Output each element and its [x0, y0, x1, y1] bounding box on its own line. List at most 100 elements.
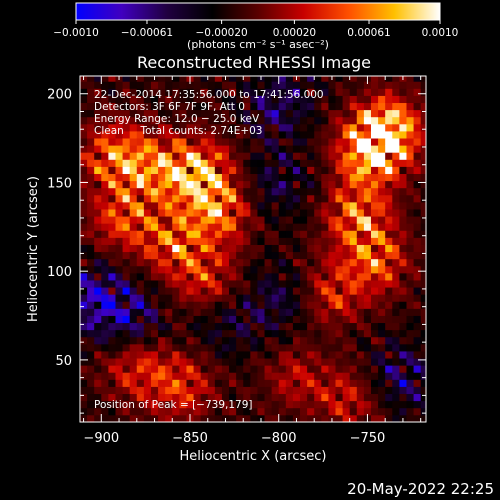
image-pixel: [363, 187, 372, 196]
image-pixel: [243, 187, 251, 196]
image-pixel: [172, 386, 180, 395]
image-pixel: [363, 336, 372, 345]
image-pixel: [165, 194, 173, 203]
image-pixel: [335, 109, 344, 118]
image-pixel: [150, 180, 159, 189]
image-pixel: [229, 400, 237, 409]
image-pixel: [80, 201, 88, 210]
image-pixel: [321, 237, 329, 245]
image-pixel: [172, 251, 180, 260]
image-pixel: [87, 131, 95, 139]
image-pixel: [200, 351, 209, 359]
image-pixel: [122, 244, 131, 253]
image-pixel: [214, 365, 223, 373]
image-pixel: [378, 386, 386, 395]
image-pixel: [278, 251, 287, 260]
image-pixel: [278, 209, 287, 217]
image-pixel: [292, 173, 301, 182]
image-pixel: [221, 145, 230, 153]
image-pixel: [94, 258, 102, 267]
image-pixel: [370, 358, 379, 366]
image-pixel: [370, 386, 379, 395]
image-pixel: [285, 187, 294, 196]
image-pixel: [129, 400, 138, 409]
image-pixel: [115, 102, 123, 111]
image-pixel: [115, 123, 123, 132]
image-pixel: [193, 102, 202, 111]
image-pixel: [108, 393, 116, 402]
image-pixel: [101, 123, 109, 132]
image-pixel: [179, 407, 187, 416]
image-pixel: [115, 265, 123, 274]
image-pixel: [200, 187, 209, 196]
image-pixel: [129, 102, 138, 111]
image-pixel: [186, 329, 194, 338]
image-pixel: [87, 152, 95, 160]
image-pixel: [392, 379, 400, 387]
image-pixel: [250, 187, 258, 196]
image-pixel: [300, 301, 308, 309]
image-pixel: [363, 351, 372, 359]
image-pixel: [271, 336, 280, 345]
image-pixel: [314, 301, 322, 309]
image-pixel: [271, 109, 280, 118]
image-pixel: [243, 407, 251, 416]
image-pixel: [108, 365, 116, 373]
image-pixel: [370, 131, 379, 139]
image-pixel: [143, 258, 152, 267]
image-pixel: [87, 294, 95, 302]
image-pixel: [229, 244, 237, 253]
image-pixel: [257, 329, 265, 338]
image-pixel: [413, 138, 422, 146]
image-pixel: [363, 88, 372, 96]
image-pixel: [221, 230, 230, 238]
image-pixel: [413, 95, 422, 104]
image-pixel: [122, 258, 131, 267]
image-pixel: [406, 180, 414, 189]
image-pixel: [300, 180, 308, 189]
image-pixel: [356, 287, 365, 295]
image-pixel: [193, 329, 202, 338]
image-pixel: [165, 116, 173, 125]
image-pixel: [307, 393, 315, 402]
image-pixel: [307, 209, 315, 217]
image-pixel: [158, 308, 166, 316]
image-pixel: [200, 393, 209, 402]
image-pixel: [413, 88, 422, 96]
image-pixel: [236, 414, 244, 422]
image-pixel: [94, 223, 102, 231]
image-pixel: [271, 308, 280, 316]
image-pixel: [278, 358, 287, 366]
image-pixel: [420, 123, 426, 132]
image-pixel: [406, 280, 414, 288]
image-pixel: [87, 372, 95, 380]
image-pixel: [150, 315, 159, 324]
image-pixel: [264, 315, 273, 324]
image-pixel: [250, 88, 258, 96]
image-pixel: [321, 223, 329, 231]
image-pixel: [356, 187, 365, 196]
image-pixel: [349, 294, 358, 302]
image-pixel: [136, 230, 145, 238]
image-pixel: [378, 343, 386, 352]
image-pixel: [94, 145, 102, 153]
image-pixel: [370, 379, 379, 387]
image-pixel: [214, 386, 223, 395]
image-pixel: [179, 173, 187, 182]
image-pixel: [172, 145, 180, 153]
image-pixel: [342, 393, 351, 402]
image-pixel: [349, 81, 358, 89]
image-pixel: [378, 287, 386, 295]
image-pixel: [207, 159, 216, 167]
image-pixel: [136, 329, 145, 338]
image-pixel: [221, 166, 230, 174]
image-pixel: [292, 343, 301, 352]
image-pixel: [236, 209, 244, 217]
image-pixel: [179, 272, 187, 281]
image-pixel: [307, 287, 315, 295]
image-pixel: [328, 145, 336, 153]
image-pixel: [392, 407, 400, 416]
image-pixel: [399, 308, 407, 316]
image-pixel: [193, 343, 202, 352]
image-pixel: [300, 343, 308, 352]
